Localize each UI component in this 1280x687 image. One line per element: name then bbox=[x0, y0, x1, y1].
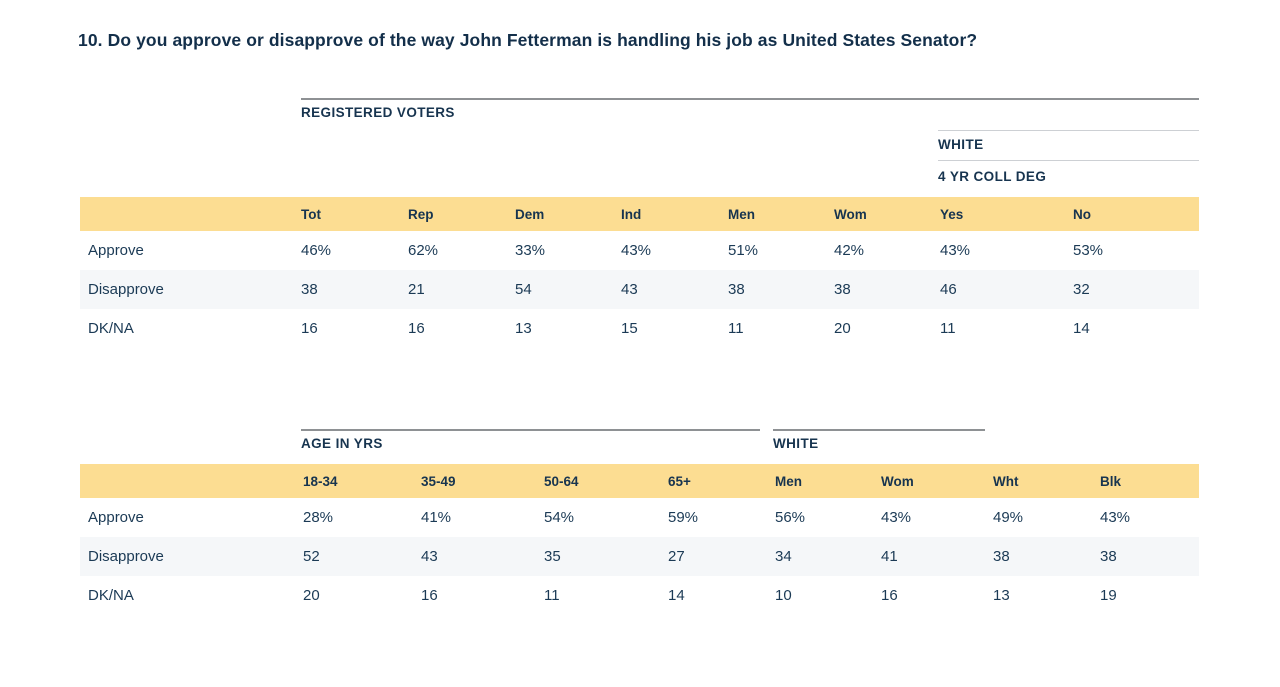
value-cell: 32 bbox=[1073, 281, 1090, 298]
value-cell: 16 bbox=[408, 320, 425, 337]
table-row-approve: Approve 28% 41% 54% 59% 56% 43% 49% 43% bbox=[80, 498, 1199, 537]
value-cell: 14 bbox=[1073, 320, 1090, 337]
value-cell: 15 bbox=[621, 320, 638, 337]
row-label: DK/NA bbox=[88, 587, 134, 604]
value-cell: 20 bbox=[834, 320, 851, 337]
divider bbox=[773, 429, 985, 431]
value-cell: 21 bbox=[408, 281, 425, 298]
group-header-age-in-yrs: AGE IN YRS bbox=[301, 436, 383, 451]
value-cell: 11 bbox=[940, 320, 956, 337]
table-row-dkna: DK/NA 16 16 13 15 11 20 11 14 bbox=[80, 309, 1199, 348]
column-header-35-49: 35-49 bbox=[421, 473, 456, 489]
value-cell: 19 bbox=[1100, 587, 1117, 604]
value-cell: 34 bbox=[775, 548, 792, 565]
value-cell: 41 bbox=[881, 548, 898, 565]
value-cell: 51% bbox=[728, 242, 759, 259]
value-cell: 20 bbox=[303, 587, 320, 604]
value-cell: 59% bbox=[668, 509, 699, 526]
value-cell: 35 bbox=[544, 548, 561, 565]
value-cell: 11 bbox=[728, 320, 744, 337]
column-header-yes: Yes bbox=[940, 206, 964, 222]
row-label: Approve bbox=[88, 242, 144, 259]
value-cell: 46 bbox=[940, 281, 957, 298]
divider bbox=[301, 98, 1199, 100]
value-cell: 46% bbox=[301, 242, 332, 259]
value-cell: 53% bbox=[1073, 242, 1104, 259]
value-cell: 13 bbox=[993, 587, 1010, 604]
value-cell: 43% bbox=[940, 242, 971, 259]
table1-column-header-row: Tot Rep Dem Ind Men Wom Yes No bbox=[80, 197, 1199, 231]
column-header-ind: Ind bbox=[621, 206, 642, 222]
value-cell: 33% bbox=[515, 242, 546, 259]
row-label: DK/NA bbox=[88, 320, 134, 337]
value-cell: 38 bbox=[834, 281, 851, 298]
value-cell: 54 bbox=[515, 281, 532, 298]
value-cell: 28% bbox=[303, 509, 334, 526]
column-header-wom: Wom bbox=[881, 473, 914, 489]
value-cell: 43 bbox=[621, 281, 638, 298]
value-cell: 62% bbox=[408, 242, 439, 259]
column-header-wom: Wom bbox=[834, 206, 867, 222]
value-cell: 38 bbox=[728, 281, 745, 298]
column-header-50-64: 50-64 bbox=[544, 473, 579, 489]
value-cell: 49% bbox=[993, 509, 1024, 526]
question-title: 10. Do you approve or disapprove of the … bbox=[78, 30, 978, 50]
table-row-approve: Approve 46% 62% 33% 43% 51% 42% 43% 53% bbox=[80, 231, 1199, 270]
value-cell: 38 bbox=[993, 548, 1010, 565]
divider bbox=[938, 160, 1199, 161]
value-cell: 43% bbox=[1100, 509, 1131, 526]
value-cell: 54% bbox=[544, 509, 575, 526]
column-header-dem: Dem bbox=[515, 206, 545, 222]
group-header-white: WHITE bbox=[938, 137, 984, 152]
column-header-18-34: 18-34 bbox=[303, 473, 338, 489]
value-cell: 52 bbox=[303, 548, 320, 565]
value-cell: 43% bbox=[621, 242, 652, 259]
column-header-65plus: 65+ bbox=[668, 473, 691, 489]
table-age-white: 18-34 35-49 50-64 65+ Men Wom Wht Blk Ap… bbox=[80, 464, 1199, 615]
value-cell: 38 bbox=[1100, 548, 1117, 565]
value-cell: 10 bbox=[775, 587, 792, 604]
value-cell: 56% bbox=[775, 509, 806, 526]
table-row-disapprove: Disapprove 52 43 35 27 34 41 38 38 bbox=[80, 537, 1199, 576]
column-header-men: Men bbox=[775, 473, 802, 489]
value-cell: 38 bbox=[301, 281, 318, 298]
value-cell: 27 bbox=[668, 548, 685, 565]
column-header-men: Men bbox=[728, 206, 755, 222]
divider bbox=[938, 130, 1199, 131]
value-cell: 16 bbox=[421, 587, 438, 604]
group-header-registered-voters: REGISTERED VOTERS bbox=[301, 105, 455, 120]
table2-column-header-row: 18-34 35-49 50-64 65+ Men Wom Wht Blk bbox=[80, 464, 1199, 498]
column-header-rep: Rep bbox=[408, 206, 434, 222]
value-cell: 11 bbox=[544, 587, 560, 604]
value-cell: 42% bbox=[834, 242, 865, 259]
table-registered-voters: Tot Rep Dem Ind Men Wom Yes No Approve 4… bbox=[80, 197, 1199, 348]
column-header-blk: Blk bbox=[1100, 473, 1122, 489]
divider bbox=[301, 429, 760, 431]
row-label: Disapprove bbox=[88, 548, 164, 565]
value-cell: 41% bbox=[421, 509, 452, 526]
column-header-tot: Tot bbox=[301, 206, 321, 222]
value-cell: 16 bbox=[881, 587, 898, 604]
column-header-no: No bbox=[1073, 206, 1091, 222]
value-cell: 43% bbox=[881, 509, 912, 526]
group-header-4yr-coll-deg: 4 YR COLL DEG bbox=[938, 169, 1047, 184]
column-header-wht: Wht bbox=[993, 473, 1019, 489]
row-label: Approve bbox=[88, 509, 144, 526]
value-cell: 14 bbox=[668, 587, 685, 604]
table-row-dkna: DK/NA 20 16 11 14 10 16 13 19 bbox=[80, 576, 1199, 615]
value-cell: 43 bbox=[421, 548, 438, 565]
table-row-disapprove: Disapprove 38 21 54 43 38 38 46 32 bbox=[80, 270, 1199, 309]
group-header-white-2: WHITE bbox=[773, 436, 819, 451]
row-label: Disapprove bbox=[88, 281, 164, 298]
value-cell: 16 bbox=[301, 320, 318, 337]
value-cell: 13 bbox=[515, 320, 532, 337]
